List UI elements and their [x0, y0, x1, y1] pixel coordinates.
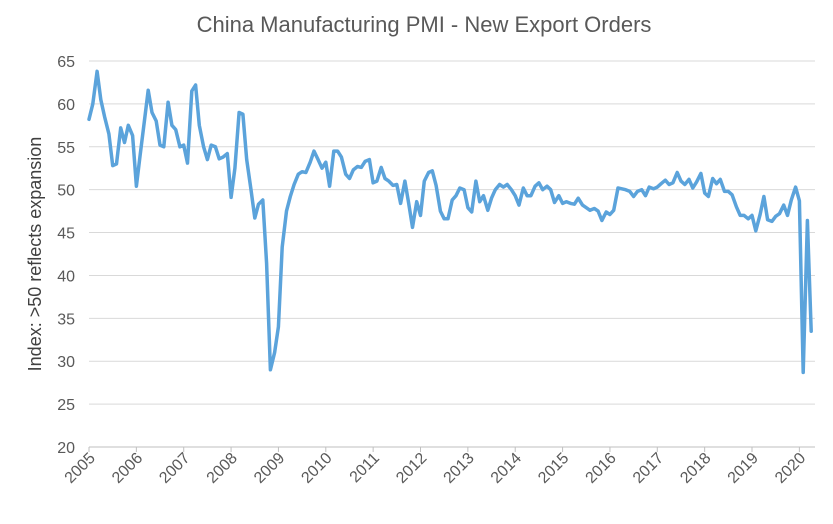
y-tick-label: 65: [57, 54, 75, 71]
x-tick-label: 2017: [630, 450, 667, 487]
y-tick-label: 20: [57, 440, 75, 457]
x-tick-label: 2013: [441, 450, 478, 487]
y-tick-label: 55: [57, 140, 75, 157]
y-tick-label: 25: [57, 397, 75, 414]
x-tick-label: 2011: [347, 450, 383, 486]
y-tick-label: 45: [57, 226, 75, 243]
x-tick-label: 2014: [488, 450, 525, 487]
y-tick-label: 40: [57, 268, 75, 285]
y-tick-label: 30: [57, 354, 75, 371]
x-axis-ticks: 2005 2006 2007 2008 2009 2010 2011 2012 2013 2014…: [62, 447, 809, 487]
x-tick-label: 2009: [251, 450, 288, 487]
x-tick-label: 2006: [109, 450, 146, 487]
x-tick-label: 2010: [298, 450, 335, 487]
series-layer: [87, 69, 813, 375]
x-tick-label: 2007: [156, 450, 193, 487]
x-tick-label: 2020: [772, 450, 809, 487]
x-tick-label: 2008: [204, 450, 241, 487]
x-tick-label: 2015: [535, 450, 572, 487]
x-tick-label: 2018: [677, 450, 714, 487]
x-tick-label: 2012: [393, 450, 430, 487]
y-axis-label: Index: >50 reflects expansion: [25, 137, 45, 372]
y-tick-label: 35: [57, 311, 75, 328]
y-tick-label: 60: [57, 97, 75, 114]
chart-title: China Manufacturing PMI - New Export Ord…: [197, 12, 652, 37]
series-line: [87, 69, 813, 375]
x-tick-label: 2019: [725, 450, 762, 487]
y-axis-ticks: 20 25 30 35 40 45 50 55 60 65: [57, 54, 75, 457]
x-tick-label: 2016: [583, 450, 620, 487]
y-tick-label: 50: [57, 183, 75, 200]
